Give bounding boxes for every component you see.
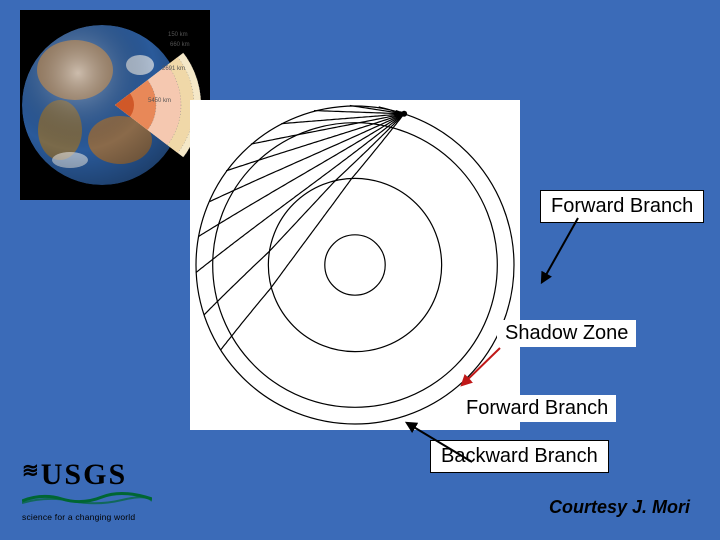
usgs-logo-text: ≋USGS [22,458,162,492]
label-forward-branch-top: Forward Branch [540,190,704,223]
usgs-wave-icon [22,491,152,505]
earth-cutaway-svg: 150 km 660 km 2691 km 5450 km [20,10,210,200]
arrow-forward-top [542,218,578,282]
svg-text:150 km: 150 km [168,32,188,38]
courtesy-credit: Courtesy J. Mori [549,497,690,518]
earth-cutaway-figure: 150 km 660 km 2691 km 5450 km [20,10,210,200]
label-shadow-zone: Shadow Zone [497,320,636,347]
usgs-tagline: science for a changing world [22,512,162,522]
usgs-logo: ≋USGS science for a changing world [22,458,162,522]
label-forward-branch-bottom: Forward Branch [458,395,616,422]
label-backward-branch: Backward Branch [430,440,609,473]
svg-text:2691 km: 2691 km [162,66,185,72]
svg-text:660 km: 660 km [170,42,190,48]
svg-text:5450 km: 5450 km [148,98,171,104]
ray-path-svg [190,100,520,430]
ray-path-diagram [190,100,520,430]
